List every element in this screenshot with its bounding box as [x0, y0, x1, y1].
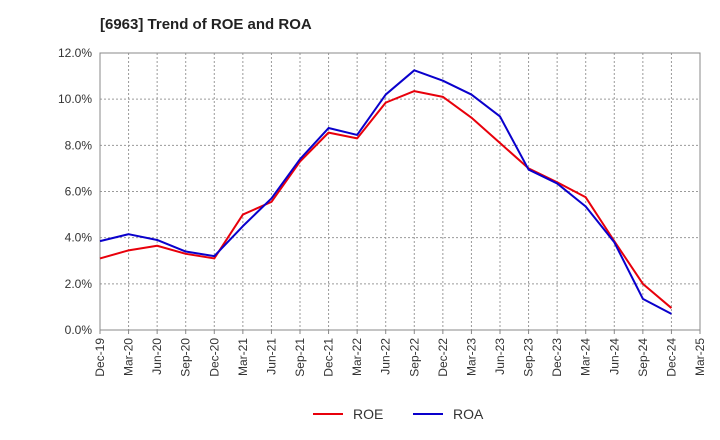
- series-lines: [99, 69, 673, 315]
- y-tick-label: 10.0%: [58, 92, 92, 106]
- series-line-roe: [99, 90, 673, 309]
- y-tick-labels: 0.0% 2.0% 4.0% 6.0% 8.0% 10.0% 12.0%: [58, 46, 92, 337]
- legend: ROE ROA: [313, 406, 484, 422]
- x-tick-label: Mar-23: [464, 338, 478, 376]
- y-tick-label: 8.0%: [65, 138, 93, 152]
- y-tick-label: 0.0%: [65, 323, 93, 337]
- x-tick-label: Mar-24: [579, 338, 593, 376]
- y-tick-label: 12.0%: [58, 46, 92, 60]
- y-tick-label: 2.0%: [65, 277, 93, 291]
- x-tick-label: Dec-19: [93, 338, 107, 377]
- legend-label-roe: ROE: [353, 406, 383, 422]
- series-line-roa: [99, 69, 672, 315]
- x-tick-label: Sep-20: [179, 338, 193, 377]
- x-tick-label: Sep-22: [407, 338, 421, 377]
- x-tick-label: Dec-24: [664, 338, 678, 377]
- y-tick-label: 6.0%: [65, 185, 93, 199]
- x-tick-label: Dec-22: [436, 338, 450, 377]
- grid: [100, 52, 700, 330]
- axes: [99, 52, 701, 334]
- x-tick-label: Dec-20: [207, 338, 221, 377]
- x-tick-label: Jun-24: [607, 338, 621, 375]
- legend-label-roa: ROA: [453, 406, 484, 422]
- x-tick-labels: Dec-19 Mar-20 Jun-20 Sep-20 Dec-20 Mar-21 Jun-…: [93, 338, 707, 377]
- x-tick-label: Dec-21: [322, 338, 336, 377]
- x-tick-label: Mar-25: [693, 338, 707, 376]
- x-tick-label: Jun-23: [493, 338, 507, 375]
- x-tick-label: Sep-23: [522, 338, 536, 377]
- x-tick-label: Jun-22: [379, 338, 393, 375]
- y-tick-label: 4.0%: [65, 231, 93, 245]
- x-tick-label: Mar-20: [122, 338, 136, 376]
- x-tick-label: Mar-21: [236, 338, 250, 376]
- x-tick-label: Jun-20: [150, 338, 164, 375]
- x-tick-label: Jun-21: [264, 338, 278, 375]
- x-tick-label: Dec-23: [550, 338, 564, 377]
- x-tick-label: Sep-24: [636, 338, 650, 377]
- plot-frame: [99, 52, 701, 331]
- x-tick-label: Sep-21: [293, 338, 307, 377]
- chart-title: [6963] Trend of ROE and ROA: [100, 16, 312, 33]
- x-tick-label: Mar-22: [350, 338, 364, 376]
